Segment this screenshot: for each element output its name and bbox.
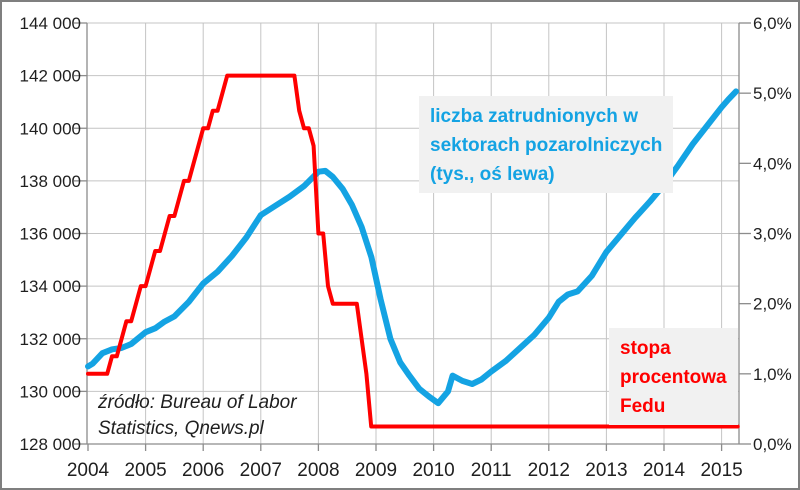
x-axis-label: 2005: [124, 460, 166, 481]
annotation-payrolls-line: sektorach pozarolniczych: [430, 135, 663, 156]
x-axis-label: 2006: [182, 460, 224, 481]
left-axis-label: 140 000: [20, 119, 81, 138]
left-axis-label: 128 000: [20, 435, 81, 454]
source-note-line: Statistics, Qnews.pl: [98, 418, 264, 439]
left-axis-label: 144 000: [20, 14, 81, 33]
source-note: źródło: Bureau of Labor Statistics, Qnew…: [98, 390, 297, 442]
x-axis-label: 2004: [67, 460, 110, 481]
annotation-payrolls-line: (tys., oś lewa): [430, 164, 555, 185]
right-axis-label: 0,0%: [753, 435, 792, 454]
x-axis-label: 2012: [528, 460, 570, 481]
annotation-payrolls: liczba zatrudnionych w sektorach pozarol…: [419, 96, 674, 193]
fed-rate-line: [86, 73, 740, 429]
right-axis-label: 6,0%: [753, 14, 792, 33]
x-axis-label: 2008: [297, 460, 339, 481]
right-axis-label: 1,0%: [753, 365, 792, 384]
x-axis-label: 2011: [471, 460, 512, 481]
left-axis-label: 136 000: [20, 225, 81, 244]
x-axis-label: 2007: [240, 460, 282, 481]
x-axis-label: 2015: [700, 460, 742, 481]
left-axis-label: 130 000: [20, 382, 81, 401]
left-axis-label: 138 000: [20, 172, 81, 191]
right-axis-label: 2,0%: [753, 295, 792, 314]
x-axis-label: 2014: [643, 460, 686, 481]
source-note-line: źródło: Bureau of Labor: [98, 392, 297, 413]
right-axis-label: 3,0%: [753, 225, 792, 244]
right-axis-label: 5,0%: [753, 84, 792, 103]
annotation-fed-rate-line: Fedu: [620, 396, 666, 417]
annotation-fed-rate-line: stopa: [620, 338, 671, 359]
x-axis-label: 2010: [412, 460, 454, 481]
left-axis-label: 132 000: [20, 330, 81, 349]
annotation-fed-rate-line: procentowa: [620, 367, 727, 388]
left-axis-label: 134 000: [20, 277, 81, 296]
left-axis-label: 142 000: [20, 67, 81, 86]
right-axis-label: 4,0%: [753, 154, 792, 173]
x-axis-label: 2013: [585, 460, 627, 481]
annotation-fed-rate: stopa procentowa Fedu: [609, 328, 738, 425]
payrolls-line: [85, 88, 739, 407]
annotation-payrolls-line: liczba zatrudnionych w: [430, 106, 638, 127]
x-axis-label: 2009: [355, 460, 397, 481]
